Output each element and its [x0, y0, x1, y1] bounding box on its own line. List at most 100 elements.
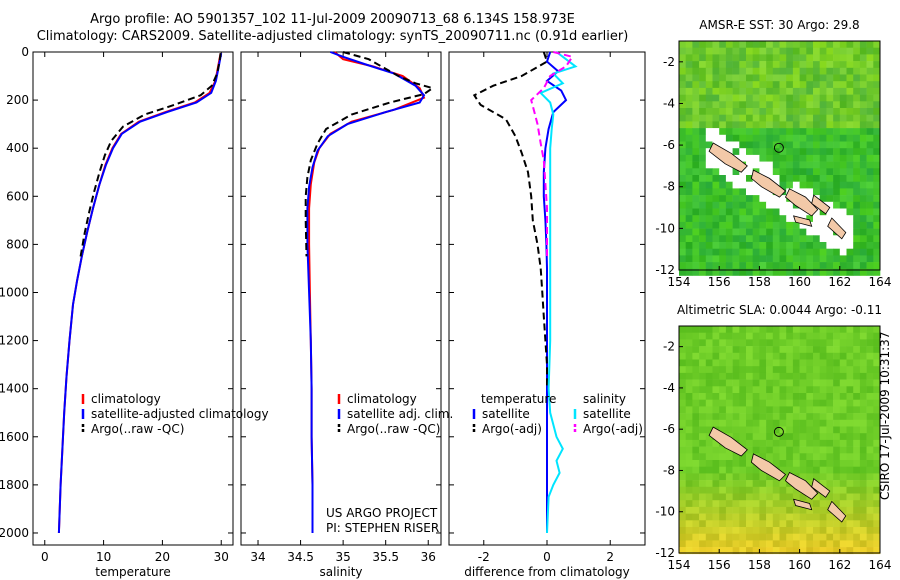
- map-cell: [813, 175, 820, 182]
- map-cell: [786, 208, 794, 216]
- map-cell: [859, 47, 867, 55]
- map-cell: [699, 480, 707, 488]
- x-tick-label: 156: [708, 275, 731, 289]
- map-cell: [725, 248, 733, 256]
- map-cell: [819, 520, 827, 528]
- map-cell: [779, 540, 787, 548]
- map-cell: [779, 255, 787, 263]
- map-cell: [746, 215, 753, 223]
- map-cell: [846, 54, 854, 62]
- map-cell: [873, 493, 881, 501]
- map-cell: [732, 81, 740, 89]
- map-cell: [746, 54, 753, 62]
- y-tick-label: 200: [6, 93, 29, 107]
- map-cell: [679, 268, 686, 276]
- map-cell: [853, 248, 861, 256]
- map-cell: [792, 228, 800, 236]
- map-cell: [779, 221, 787, 229]
- sst-map: [679, 41, 881, 276]
- map-cell: [779, 168, 787, 176]
- map-cell: [752, 527, 760, 534]
- map-cell: [772, 67, 780, 75]
- map-cell: [826, 181, 834, 189]
- map-cell: [732, 94, 740, 102]
- map-cell: [853, 134, 861, 142]
- map-cell: [792, 248, 800, 256]
- map-cell: [792, 460, 800, 467]
- map-cell: [679, 453, 686, 461]
- map-cell: [692, 268, 700, 276]
- map-cell: [779, 419, 787, 427]
- map-cell: [719, 460, 727, 467]
- map-cell: [819, 235, 827, 243]
- map-cell: [752, 248, 760, 256]
- map-cell: [833, 242, 841, 249]
- map-cell: [766, 235, 774, 243]
- map-cell: [859, 393, 867, 400]
- map-cell: [685, 128, 693, 136]
- island-shape: [708, 426, 748, 457]
- map-cell: [772, 379, 780, 387]
- map-cell: [739, 114, 747, 122]
- map-cell: [719, 208, 727, 216]
- map-cell: [806, 473, 814, 481]
- map-cell: [719, 47, 727, 55]
- map-cell: [679, 346, 686, 354]
- map-cell: [692, 221, 700, 229]
- map-cell: [739, 406, 747, 414]
- map-cell: [813, 366, 820, 374]
- map-cell: [766, 121, 774, 129]
- map-cell: [732, 399, 740, 407]
- map-cell: [839, 386, 847, 394]
- map-cell: [759, 513, 767, 521]
- map-cell: [699, 148, 707, 156]
- map-cell: [873, 433, 881, 441]
- map-cell: [772, 268, 780, 276]
- map-cell: [766, 500, 774, 508]
- map-cell: [799, 74, 807, 82]
- map-cell: [739, 188, 747, 196]
- map-cell: [685, 81, 693, 89]
- map-cell: [819, 359, 827, 367]
- map-cell: [779, 332, 787, 340]
- map-cell: [712, 486, 720, 494]
- map-cell: [746, 154, 753, 162]
- map-cell: [772, 506, 780, 514]
- map-cell: [846, 339, 854, 347]
- map-cell: [699, 379, 707, 387]
- map-cell: [846, 547, 854, 555]
- map-cell: [679, 228, 686, 236]
- map-cell: [853, 235, 861, 243]
- map-cell: [679, 61, 686, 69]
- map-cell: [853, 255, 861, 263]
- map-cell: [806, 393, 814, 400]
- map-cell: [699, 235, 707, 243]
- map-cell: [699, 473, 707, 481]
- map-cell: [719, 413, 727, 421]
- map-cell: [746, 413, 753, 421]
- map-cell: [732, 433, 740, 441]
- map-cell: [679, 108, 686, 115]
- map-cell: [866, 547, 874, 555]
- map-cell: [705, 473, 713, 481]
- map-cell: [826, 67, 834, 75]
- map-cell: [739, 87, 747, 95]
- map-cell: [846, 399, 854, 407]
- map-cell: [806, 108, 814, 115]
- map-cell: [685, 540, 693, 548]
- map-cell: [739, 339, 747, 347]
- map-cell: [732, 181, 740, 189]
- map-cell: [826, 473, 834, 481]
- map-cell: [859, 175, 867, 182]
- map-cell: [766, 114, 774, 122]
- map-cell: [826, 352, 834, 360]
- map-cell: [679, 520, 686, 528]
- map-cell: [853, 527, 861, 534]
- map-cell: [766, 433, 774, 441]
- map-cell: [779, 41, 787, 48]
- island-shape: [708, 142, 748, 173]
- map-cell: [699, 339, 707, 347]
- map-cell: [739, 221, 747, 229]
- map-cell: [685, 228, 693, 236]
- map-cell: [839, 493, 847, 501]
